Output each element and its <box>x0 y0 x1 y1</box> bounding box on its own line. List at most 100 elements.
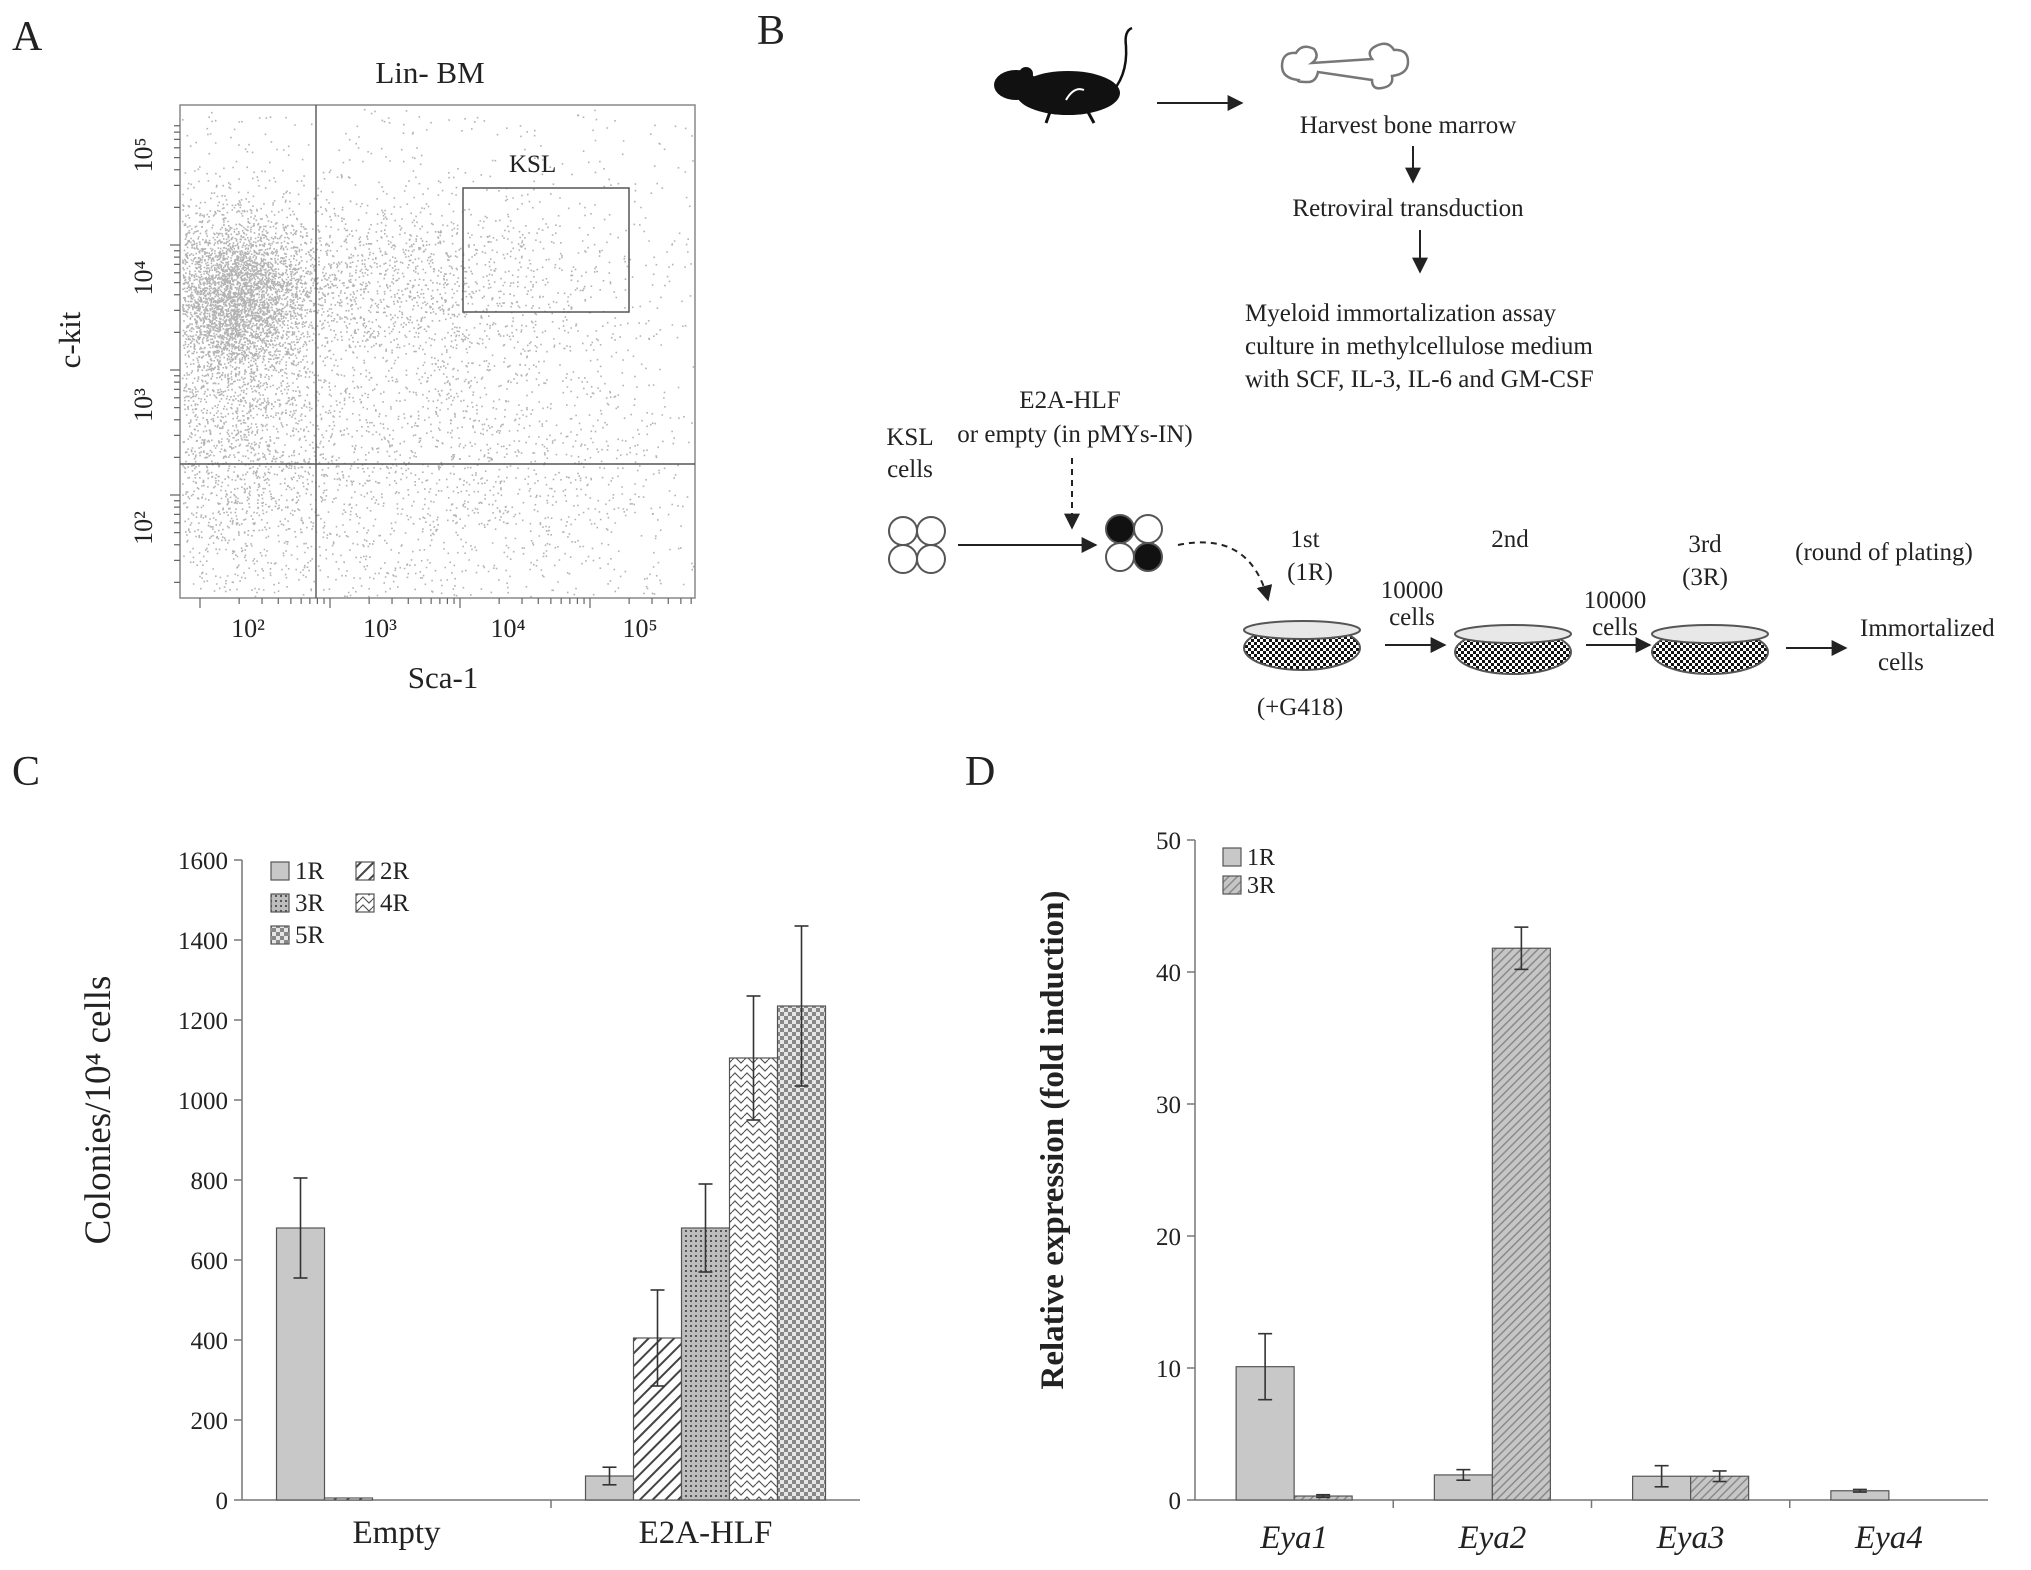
y-tick-label: 30 <box>1156 1092 1181 1119</box>
y-tick-label: 10 <box>1156 1356 1181 1383</box>
panel-a: KSL Lin- BM Sca-1 c-kit 10² 10³ 10⁴ 10⁵ … <box>52 55 696 695</box>
legend-label: 3R <box>295 890 325 917</box>
legend-label: 5R <box>295 922 325 949</box>
bar <box>275 1227 326 1501</box>
legend-label: 1R <box>1247 845 1275 871</box>
bar <box>680 1227 731 1501</box>
culture-dish-icon <box>1651 624 1769 675</box>
d-categories: Eya1 Eya2 Eya3 Eya4 <box>1259 1500 1923 1556</box>
legend-swatch <box>270 861 290 881</box>
legend-label: 2R <box>380 858 410 885</box>
d-y-ticks: 0 10 20 30 40 50 <box>1156 828 1195 1515</box>
ksl-gate <box>462 187 630 313</box>
flow-plot-title: Lin- BM <box>375 55 484 90</box>
c-categories: Empty E2A-HLF <box>353 1500 773 1551</box>
y-tick-label: 50 <box>1156 828 1181 855</box>
ksl-cells-icon <box>888 516 946 574</box>
round-1-label: (1R) <box>1287 559 1333 586</box>
panel-b: Harvest bone marrow Retroviral transduct… <box>886 26 1995 721</box>
flow-plot-xlabel: Sca-1 <box>408 660 479 695</box>
assay-step-line: culture in methylcellulose medium <box>1245 333 1593 360</box>
legend-swatch <box>1222 875 1242 895</box>
harvest-step: Harvest bone marrow <box>1300 112 1517 139</box>
panel-letter-c: C <box>12 749 40 795</box>
y-tick-label: 10² <box>129 511 158 545</box>
bar <box>323 1497 374 1501</box>
y-tick-label: 1600 <box>178 848 228 875</box>
y-tick-label: 600 <box>191 1248 229 1275</box>
y-tick-label: 0 <box>1169 1488 1182 1515</box>
legend-label: 3R <box>1247 873 1275 899</box>
y-tick-label: 20 <box>1156 1224 1181 1251</box>
result-label: cells <box>1878 649 1924 676</box>
round-3-label: (3R) <box>1682 564 1728 591</box>
legend-swatch <box>1222 847 1242 867</box>
panel-letter-a: A <box>12 14 43 60</box>
ksl-cells-label: KSL <box>886 424 933 451</box>
legend-swatch <box>270 925 290 945</box>
x-tick-label: 10² <box>231 614 265 643</box>
y-tick-label: 1400 <box>178 928 228 955</box>
g418-label: (+G418) <box>1257 694 1343 721</box>
category-label: Eya3 <box>1656 1520 1725 1556</box>
d-ylabel: Relative expression (fold induction) <box>1035 891 1071 1390</box>
flow-plot-ylabel: c-kit <box>52 311 87 368</box>
flow-y-ticks: 10⁵ 10⁴ 10³ 10² <box>129 137 158 544</box>
panel-letter-d: D <box>965 749 995 795</box>
c-bars <box>275 925 827 1501</box>
y-tick-label: 1000 <box>178 1088 228 1115</box>
culture-dish-icon <box>1454 624 1572 675</box>
x-tick-label: 10⁵ <box>622 614 657 643</box>
c-ylabel: Colonies/10⁴ cells <box>78 976 119 1245</box>
y-tick-label: 10³ <box>129 388 158 422</box>
bar <box>1491 947 1551 1501</box>
y-tick-label: 800 <box>191 1168 229 1195</box>
d-bars <box>1235 926 1890 1501</box>
round-1-label: 1st <box>1290 526 1319 553</box>
round-3-label: 3rd <box>1688 531 1722 558</box>
d-axis <box>1194 840 1988 1501</box>
category-label: Eya4 <box>1854 1520 1923 1556</box>
assay-step-line: Myeloid immortalization assay <box>1245 300 1557 327</box>
category-label: Eya2 <box>1457 1520 1526 1556</box>
bone-icon <box>1280 42 1410 90</box>
legend-swatch <box>270 893 290 913</box>
category-label: E2A-HLF <box>639 1515 773 1551</box>
bar <box>728 1057 779 1501</box>
panel-letter-b: B <box>757 8 785 54</box>
dashed-curved-arrow <box>1177 541 1273 602</box>
vector-label: or empty (in pMYs-IN) <box>957 421 1192 448</box>
y-tick-label: 200 <box>191 1408 229 1435</box>
transfer-label: cells <box>1592 614 1638 641</box>
y-tick-label: 40 <box>1156 960 1181 987</box>
category-label: Empty <box>353 1515 441 1551</box>
culture-dish-icon <box>1243 620 1361 671</box>
x-tick-label: 10³ <box>363 614 397 643</box>
legend-swatch <box>355 893 375 913</box>
transduced-cells-icon <box>1105 514 1163 572</box>
minor-ticks-path <box>170 125 692 608</box>
transfer-label: 10000 <box>1381 577 1444 604</box>
transduction-step: Retroviral transduction <box>1292 195 1524 222</box>
flow-minor-ticks <box>170 125 692 608</box>
transfer-label: cells <box>1389 604 1435 631</box>
mouse-icon <box>994 26 1133 124</box>
legend-swatch <box>355 861 375 881</box>
c-y-ticks: 0 200 400 600 800 1000 1200 1400 1600 <box>178 848 242 1515</box>
ksl-cells-label: cells <box>887 456 933 483</box>
y-tick-label: 1200 <box>178 1008 228 1035</box>
ksl-gate-label: KSL <box>509 151 556 178</box>
y-tick-label: 10⁵ <box>129 137 158 172</box>
result-label: Immortalized <box>1860 615 1995 642</box>
category-label: Eya1 <box>1259 1520 1328 1556</box>
flow-x-ticks: 10² 10³ 10⁴ 10⁵ <box>231 614 657 643</box>
panel-c: 0 200 400 600 800 1000 1200 1400 1600 Empty E2A-H… <box>78 848 860 1551</box>
y-tick-label: 10⁴ <box>129 260 158 295</box>
assay-step-line: with SCF, IL-3, IL-6 and GM-CSF <box>1245 366 1594 393</box>
round-note: (round of plating) <box>1795 539 1973 566</box>
y-tick-label: 0 <box>216 1488 229 1515</box>
x-tick-label: 10⁴ <box>490 614 525 643</box>
